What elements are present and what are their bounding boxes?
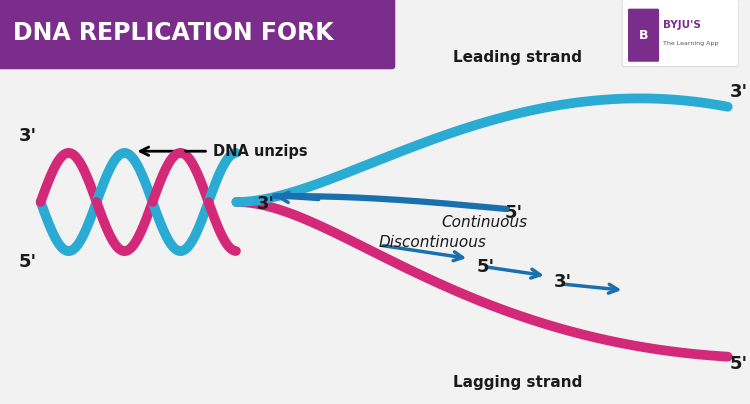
Text: Continuous: Continuous — [441, 215, 527, 230]
Text: DNA unzips: DNA unzips — [213, 144, 308, 159]
Text: 3': 3' — [730, 83, 748, 101]
Text: 3': 3' — [19, 127, 38, 145]
Text: Leading strand: Leading strand — [453, 50, 582, 65]
Text: DNA REPLICATION FORK: DNA REPLICATION FORK — [13, 21, 334, 45]
Text: B: B — [639, 29, 648, 42]
Text: The Learning App: The Learning App — [664, 41, 718, 46]
FancyBboxPatch shape — [0, 0, 395, 69]
Text: 3': 3' — [554, 273, 572, 291]
FancyBboxPatch shape — [622, 0, 739, 66]
Text: Lagging strand: Lagging strand — [452, 375, 582, 389]
Text: 5': 5' — [19, 252, 38, 271]
Text: BYJU'S: BYJU'S — [664, 20, 701, 30]
Text: 5': 5' — [477, 259, 495, 276]
Text: Discontinuous: Discontinuous — [378, 236, 486, 250]
Text: 3': 3' — [257, 195, 275, 213]
FancyBboxPatch shape — [628, 8, 659, 62]
Text: 5': 5' — [505, 204, 523, 222]
Text: 5': 5' — [730, 356, 748, 373]
